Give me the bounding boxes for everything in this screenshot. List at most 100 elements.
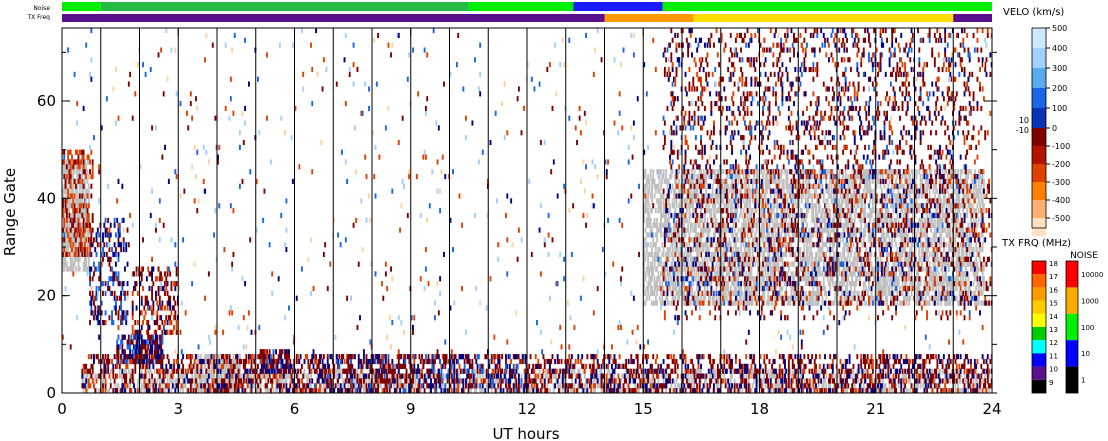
scatter-cell (822, 217, 825, 223)
scatter-cell (822, 174, 825, 180)
scatter-cell (275, 383, 278, 389)
scatter-cell (800, 193, 803, 199)
scatter-cell (946, 368, 949, 374)
scatter-cell (652, 178, 655, 185)
scatter-cell (693, 271, 696, 277)
scatter-cell (853, 198, 856, 204)
scatter-cell (772, 261, 775, 267)
scatter-cell (926, 373, 929, 379)
scatter-cell (732, 217, 735, 223)
scatter-cell (689, 251, 692, 258)
scatter-cell (818, 290, 821, 296)
scatter-cell (852, 227, 855, 233)
scatter-cell (688, 174, 691, 180)
scatter-cell (887, 198, 890, 204)
scatter-cell (678, 212, 681, 219)
scatter-cell (413, 373, 416, 379)
scatter-cell (85, 368, 88, 374)
scatter-cell (654, 232, 657, 238)
scatter-cell (662, 212, 665, 219)
scatter-cell (961, 388, 963, 394)
scatter-cell (692, 373, 695, 379)
scatter-cell (856, 368, 859, 374)
scatter-cell (85, 193, 88, 199)
scatter-cell (736, 388, 739, 394)
scatter-cell (661, 281, 664, 287)
scatter-cell (820, 227, 823, 233)
scatter-cell (837, 237, 839, 243)
scatter-cell (782, 227, 785, 233)
scatter-cell (879, 285, 882, 292)
scatter-cell (767, 285, 770, 292)
scatter-cell (706, 373, 709, 379)
scatter-cell (715, 208, 718, 214)
scatter-cell (808, 193, 811, 199)
scatter-cell (182, 383, 185, 389)
scatter-cell (756, 281, 759, 287)
scatter-cell (849, 208, 852, 214)
scatter-cell (322, 383, 325, 389)
scatter-cell (789, 247, 792, 253)
scatter-cell (793, 237, 795, 243)
scatter-cell (244, 373, 247, 379)
scatter-cell (68, 266, 71, 272)
scatter-cell (233, 358, 236, 365)
scatter-cell (691, 290, 693, 296)
scatter-cell (707, 290, 710, 296)
scatter-cell (886, 232, 888, 238)
scatter-cell (790, 290, 793, 296)
scatter-cell (727, 193, 730, 199)
scatter-cell (731, 232, 733, 238)
scatter-cell (958, 378, 961, 384)
scatter-cell (169, 373, 172, 379)
scatter-cell (871, 295, 874, 301)
scatter-cell (825, 198, 828, 204)
scatter-cell (884, 281, 887, 287)
scatter-cell (764, 178, 767, 185)
scatter-cell (723, 295, 726, 301)
scatter-cell (644, 169, 647, 175)
scatter-cell (860, 222, 863, 228)
noise-segment (662, 2, 992, 11)
scatter-cell (720, 256, 723, 262)
scatter-cell (722, 266, 724, 272)
scatter-cell (645, 203, 648, 209)
scatter-cell (707, 281, 710, 287)
scatter-cell (83, 217, 86, 223)
scatter-cell (82, 193, 85, 199)
scatter-cell (785, 183, 788, 189)
scatter-cell (498, 368, 501, 374)
scatter-cell (858, 276, 861, 282)
scatter-cell (86, 388, 89, 394)
scatter-cell (434, 368, 436, 374)
scatter-cell (861, 203, 864, 209)
scatter-cell (806, 276, 808, 282)
scatter-cell (81, 237, 84, 243)
scatter-cell (715, 198, 718, 204)
scatter-cell (672, 227, 675, 233)
scatter-cell (350, 388, 352, 394)
scatter-cell (818, 208, 821, 214)
scatter-cell (205, 354, 208, 360)
scatter-cell (709, 212, 712, 219)
scatter-cell (837, 276, 839, 282)
scatter-cell (533, 388, 536, 394)
scatter-cell (691, 169, 693, 175)
scatter-cell (620, 378, 622, 384)
scatter-cell (738, 285, 741, 292)
scatter-cell (769, 388, 772, 394)
scatter-cell (861, 174, 864, 180)
scatter-cell (657, 383, 660, 389)
scatter-cell (800, 373, 803, 379)
scatter-cell (679, 290, 682, 296)
scatter-cell (505, 373, 507, 379)
scatter-cell (657, 378, 660, 384)
scatter-cell (665, 212, 668, 219)
scatter-cell (76, 169, 79, 175)
scatter-cell (715, 295, 718, 301)
scatter-cell (856, 174, 859, 180)
scatter-cell (556, 383, 559, 389)
scatter-cell (882, 169, 885, 175)
scatter-cell (856, 212, 859, 219)
scatter-cell (670, 383, 673, 389)
